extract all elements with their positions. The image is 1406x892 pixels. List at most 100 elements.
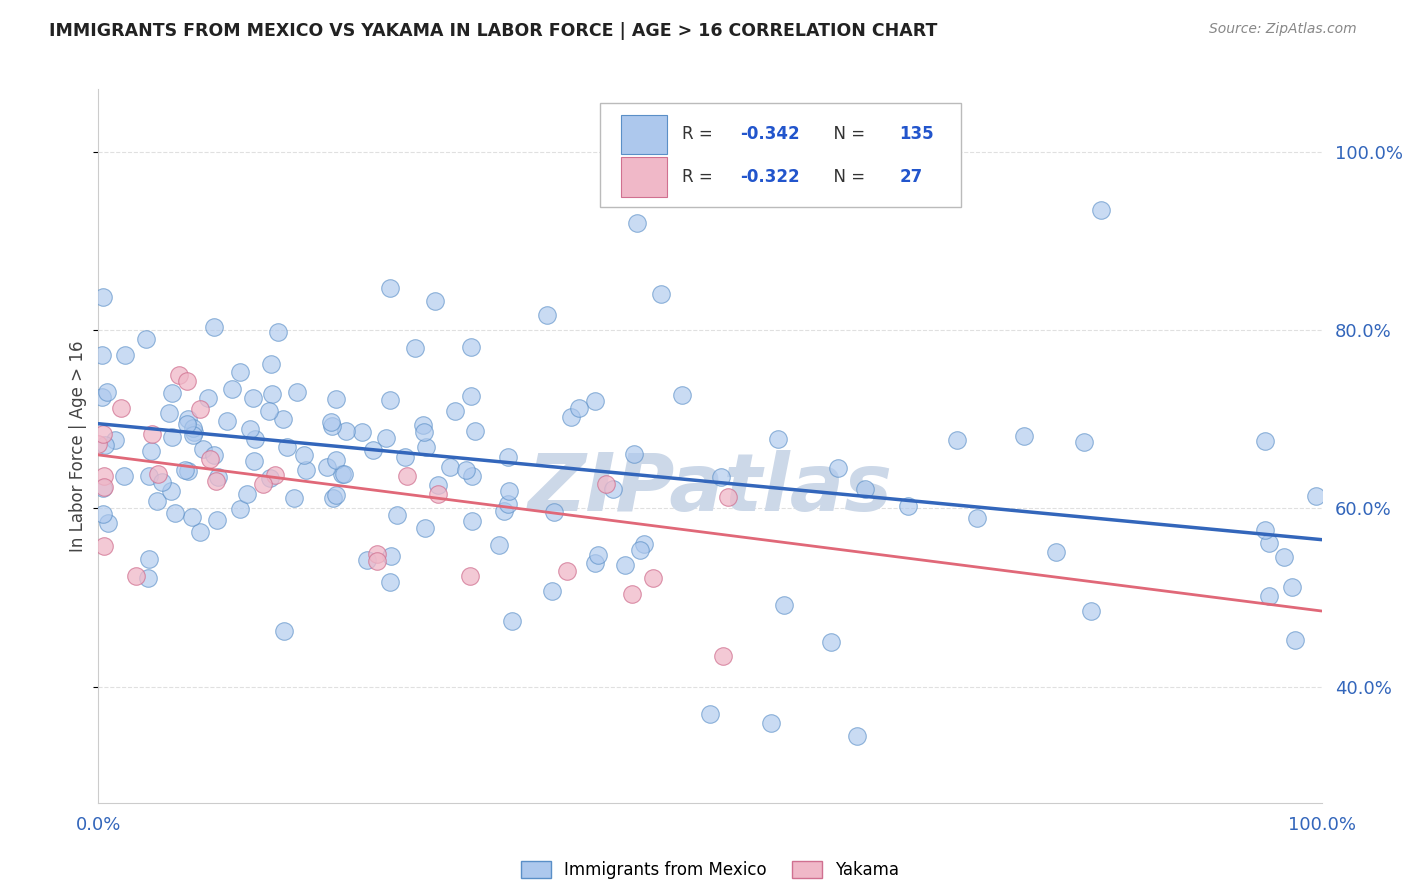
Point — [87, 437, 110, 451]
Point — [285, 385, 308, 400]
Point — [330, 467, 353, 481]
Point — [946, 433, 969, 447]
Point — [613, 558, 636, 573]
Point — [204, 448, 226, 462]
Point — [91, 390, 114, 404]
Point — [283, 491, 305, 505]
Legend: Immigrants from Mexico, Yakama: Immigrants from Mexico, Yakama — [520, 861, 900, 880]
Point — [93, 539, 115, 553]
Point — [148, 467, 170, 481]
Point — [586, 548, 609, 562]
Point — [488, 538, 510, 552]
Point — [141, 427, 163, 442]
Point — [413, 521, 436, 535]
Point — [423, 293, 446, 308]
Point — [464, 425, 486, 439]
Point — [427, 478, 450, 492]
Point — [316, 460, 339, 475]
Point — [197, 391, 219, 405]
Point — [628, 542, 651, 557]
Point — [93, 480, 115, 494]
Text: IMMIGRANTS FROM MEXICO VS YAKAMA IN LABOR FORCE | AGE > 16 CORRELATION CHART: IMMIGRANTS FROM MEXICO VS YAKAMA IN LABO… — [49, 22, 938, 40]
Point — [202, 320, 225, 334]
Point — [1090, 202, 1112, 217]
Point — [1258, 536, 1281, 550]
Point — [845, 729, 868, 743]
Point — [217, 415, 239, 429]
Point — [181, 509, 204, 524]
Point — [536, 308, 558, 322]
Point — [375, 432, 398, 446]
Point — [583, 394, 606, 409]
Point — [366, 548, 388, 562]
Point — [110, 401, 132, 415]
Point — [321, 418, 343, 433]
Point — [173, 463, 195, 477]
Point — [633, 537, 655, 551]
Point — [439, 459, 461, 474]
Point — [160, 385, 183, 400]
Point — [458, 569, 481, 583]
Point — [366, 553, 388, 567]
Point — [163, 506, 186, 520]
Point — [1012, 428, 1035, 442]
Point — [271, 411, 294, 425]
Point — [583, 556, 606, 570]
Point — [332, 467, 354, 481]
Point — [112, 469, 135, 483]
Point — [181, 421, 204, 435]
Point — [460, 340, 482, 354]
Point — [710, 470, 733, 484]
Point — [138, 468, 160, 483]
Point — [205, 512, 228, 526]
Point — [820, 635, 842, 649]
Point — [404, 341, 426, 355]
Point — [93, 437, 115, 451]
Point — [322, 491, 344, 505]
Point — [292, 448, 315, 462]
Point — [1253, 434, 1275, 448]
Point — [295, 463, 318, 477]
Point — [1080, 604, 1102, 618]
Point — [699, 706, 721, 721]
Point — [650, 287, 672, 301]
Point — [135, 332, 157, 346]
Point — [167, 368, 190, 382]
Point — [363, 443, 385, 458]
Point — [325, 392, 347, 406]
Point — [412, 425, 434, 439]
Point — [385, 508, 408, 522]
Text: ZIPatlas: ZIPatlas — [527, 450, 893, 528]
Point — [380, 574, 402, 589]
Point — [160, 429, 183, 443]
Point — [568, 401, 591, 416]
Point — [114, 348, 136, 362]
Point — [352, 425, 374, 440]
Point — [356, 553, 378, 567]
Point — [325, 488, 347, 502]
Point — [93, 468, 115, 483]
Point — [177, 464, 200, 478]
Y-axis label: In Labor Force | Age > 16: In Labor Force | Age > 16 — [69, 340, 87, 552]
Point — [541, 584, 564, 599]
Point — [260, 357, 283, 371]
Point — [897, 499, 920, 513]
Point — [259, 471, 281, 485]
Point — [761, 715, 783, 730]
Point — [543, 505, 565, 519]
Point — [96, 384, 118, 399]
Point — [496, 497, 519, 511]
Point — [1272, 549, 1295, 564]
FancyBboxPatch shape — [620, 157, 668, 196]
Point — [1073, 434, 1095, 449]
Point — [1254, 524, 1277, 538]
Point — [325, 453, 347, 467]
Point — [259, 403, 281, 417]
Point — [221, 382, 243, 396]
Point — [229, 502, 252, 516]
Point — [711, 648, 734, 663]
Point — [264, 468, 287, 483]
Point — [91, 427, 114, 442]
Text: -0.322: -0.322 — [741, 168, 800, 186]
Point — [242, 392, 264, 406]
